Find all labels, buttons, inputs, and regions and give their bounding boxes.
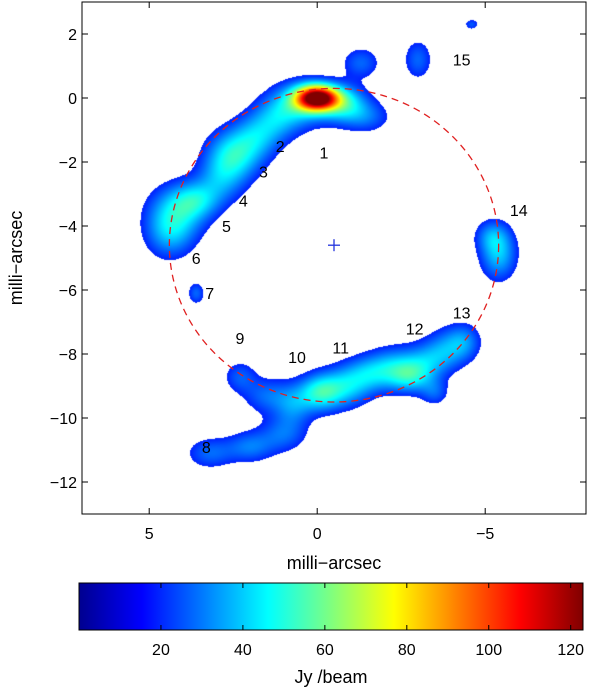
einstein-ring-circle: [168, 87, 500, 403]
y-tick-label: −4: [59, 219, 77, 236]
feature-label: 14: [510, 203, 528, 220]
colorbar-tick-label: 100: [475, 642, 502, 659]
colorbar-tick-label: 20: [152, 642, 170, 659]
y-axis-label: milli−arcsec: [6, 211, 26, 306]
colorbar-tick-label: 40: [234, 642, 252, 659]
feature-label: 12: [406, 321, 424, 338]
y-tick-label: −2: [59, 155, 77, 172]
feature-label: 10: [288, 350, 306, 367]
colorbar: [78, 582, 584, 631]
x-axis-label: milli−arcsec: [287, 553, 382, 573]
y-tick-label: −12: [50, 475, 77, 492]
plot-frame: [81, 1, 587, 515]
feature-label: 1: [319, 145, 328, 162]
feature-label: 7: [205, 286, 214, 303]
feature-label: 6: [192, 251, 201, 268]
y-tick-label: −10: [50, 411, 77, 428]
emission-map: [82, 2, 586, 514]
feature-label: 2: [276, 139, 285, 156]
colorbar-tick-label: 60: [316, 642, 334, 659]
x-axis: 5 0 −5: [145, 2, 494, 543]
y-tick-label: −8: [59, 347, 77, 364]
feature-label: 13: [453, 305, 471, 322]
colorbar-tick-label: 80: [398, 642, 416, 659]
colorbar-tick-label: 120: [557, 642, 584, 659]
feature-label: 3: [259, 165, 268, 182]
x-tick-label: −5: [476, 526, 494, 543]
y-tick-label: −6: [59, 283, 77, 300]
center-marker: [328, 239, 340, 252]
y-axis: 2 0 −2 −4 −6 −8 −10 −12: [50, 27, 586, 492]
feature-label: 4: [239, 193, 248, 210]
colorbar-label: Jy /beam: [294, 667, 367, 687]
colorbar-ticks: 20 40 60 80 100 120: [152, 583, 584, 659]
y-tick-label: 2: [68, 27, 77, 44]
feature-label: 8: [202, 440, 211, 457]
x-tick-label: 5: [145, 526, 154, 543]
feature-label: 9: [235, 331, 244, 348]
x-tick-label: 0: [313, 526, 322, 543]
feature-label: 15: [453, 53, 471, 70]
overlay-layer: [168, 87, 500, 403]
y-tick-label: 0: [68, 91, 77, 108]
emission-image: [82, 2, 586, 514]
feature-label: 5: [222, 219, 231, 236]
feature-label: 11: [332, 341, 349, 358]
